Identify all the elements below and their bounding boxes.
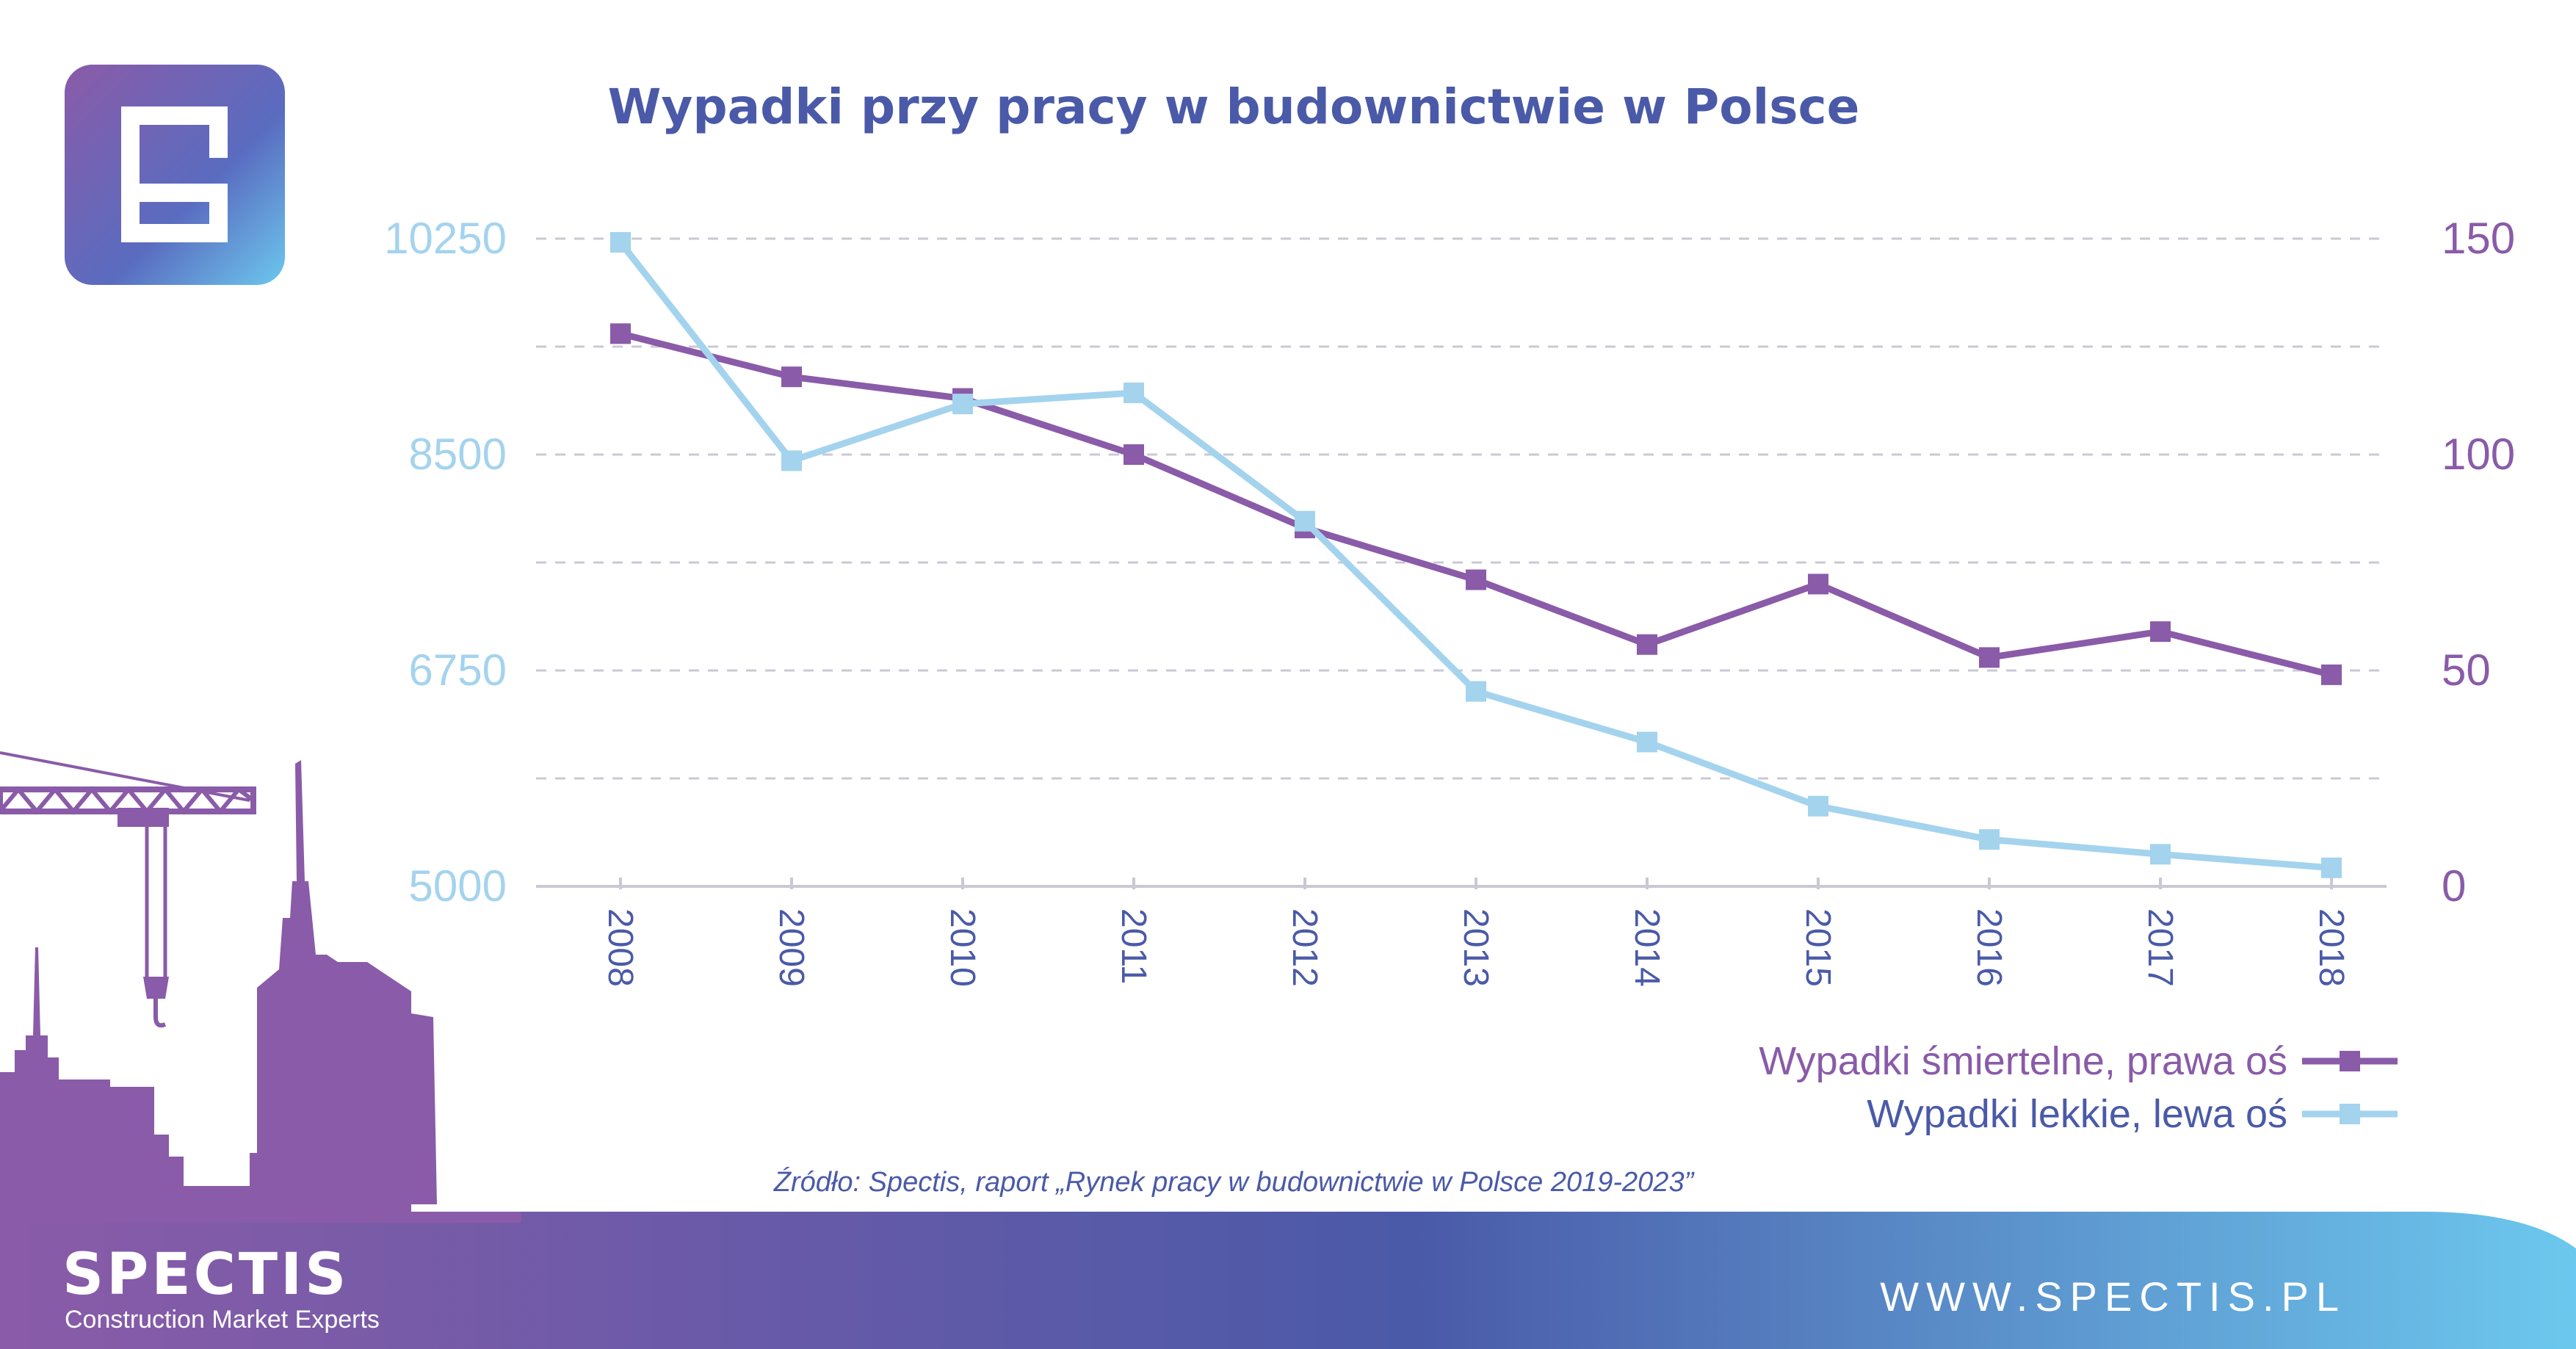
- data-point-marker: [1808, 795, 1828, 817]
- right-axis-tick-label: 150: [2442, 214, 2515, 263]
- x-tick-label: 2014: [1627, 908, 1666, 987]
- data-point-marker: [1637, 634, 1657, 655]
- brand-logo-text: SPECTIS: [62, 1242, 349, 1308]
- legend-marker: [2340, 1104, 2360, 1124]
- data-point-marker: [1124, 383, 1144, 403]
- website-url: WWW.SPECTIS.PL: [1880, 1273, 2346, 1320]
- left-axis-tick-label: 10250: [384, 214, 507, 263]
- data-point-marker: [1466, 681, 1486, 702]
- left-axis-tick-label: 6750: [409, 645, 507, 695]
- series-lines: [610, 232, 2342, 878]
- data-point-marker: [952, 394, 973, 415]
- data-point-marker: [610, 323, 631, 344]
- legend-marker: [2340, 1051, 2360, 1071]
- source-note: Źródło: Spectis, raport „Rynek pracy w b…: [773, 1166, 1696, 1198]
- x-tick-label: 2011: [1114, 908, 1153, 984]
- data-point-marker: [781, 450, 802, 471]
- axes: 10250 8500 6750 5000 150 100 50 0 2008 2009 2010 20…: [384, 214, 2515, 987]
- x-tick-label: 2012: [1285, 908, 1324, 987]
- data-point-marker: [2321, 857, 2342, 878]
- series-line: [618, 240, 2332, 872]
- x-tick-label: 2010: [943, 908, 982, 987]
- footer-band: [0, 1212, 2576, 1349]
- spectis-logo: [65, 65, 285, 285]
- data-point-marker: [610, 232, 631, 253]
- series-line: [619, 330, 2333, 679]
- data-point-marker: [1295, 510, 1315, 532]
- skyline-illustration: [0, 751, 521, 1223]
- right-axis-tick-label: 100: [2442, 430, 2515, 479]
- chart-title: Wypadki przy pracy w budownictwie w Pols…: [608, 79, 1860, 135]
- x-tick-label: 2017: [2141, 908, 2179, 987]
- data-point-marker: [781, 366, 802, 388]
- data-point-marker: [1124, 444, 1144, 465]
- legend-label: Wypadki lekkie, lewa oś: [1867, 1092, 2287, 1136]
- data-point-marker: [2321, 664, 2342, 685]
- data-point-marker: [1808, 574, 1828, 595]
- x-tick-label: 2009: [772, 908, 811, 987]
- data-point-marker: [2150, 621, 2171, 643]
- x-tick-label: 2013: [1456, 908, 1495, 987]
- x-tick-label: 2018: [2312, 908, 2351, 987]
- data-point-marker: [2150, 844, 2171, 865]
- right-axis-tick-label: 0: [2442, 861, 2466, 911]
- left-axis-tick-label: 8500: [409, 430, 507, 479]
- data-point-marker: [1979, 829, 2000, 850]
- data-point-marker: [1979, 647, 2000, 668]
- right-axis-tick-label: 50: [2442, 645, 2491, 695]
- data-point-marker: [1466, 569, 1486, 590]
- crane-illustration: [0, 751, 256, 1028]
- x-tick-label: 2016: [1969, 908, 2008, 987]
- x-tick-label: 2008: [601, 908, 640, 987]
- data-point-marker: [1637, 731, 1657, 753]
- legend-label: Wypadki śmiertelne, prawa oś: [1759, 1039, 2287, 1083]
- left-axis-tick-label: 5000: [409, 861, 507, 911]
- gridlines: [536, 237, 2387, 780]
- x-tick-label: 2015: [1798, 908, 1837, 987]
- legend: Wypadki śmiertelne, prawa oś Wypadki lekk…: [1759, 1039, 2398, 1136]
- brand-tagline: Construction Market Experts: [65, 1306, 380, 1334]
